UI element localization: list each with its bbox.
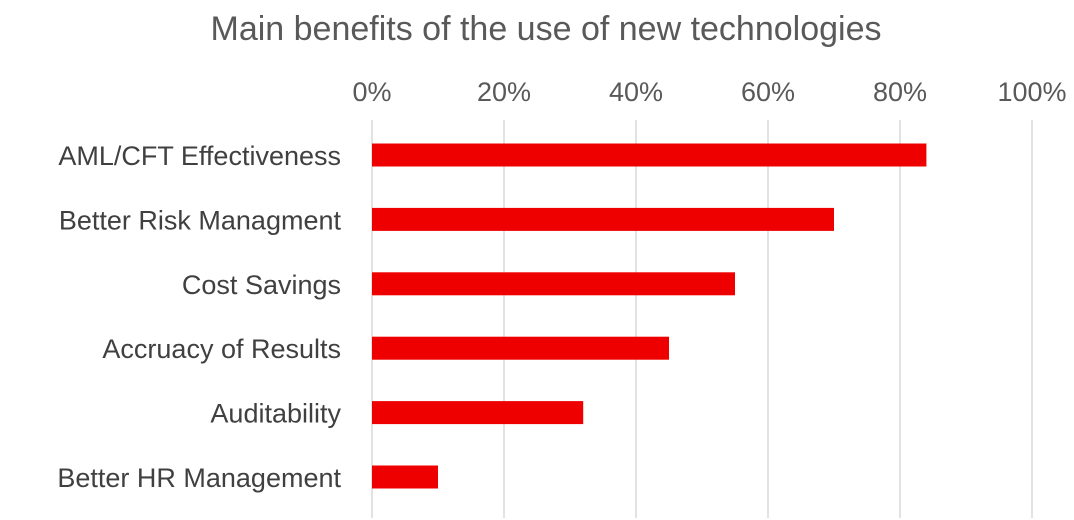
category-label: Better HR Management (57, 463, 341, 493)
bar (372, 207, 834, 231)
category-label: Cost Savings (182, 270, 341, 300)
x-axis-tick-labels: 0% 20% 40% 60% 80% 100% (352, 77, 1066, 107)
x-tick-label: 80% (873, 77, 927, 107)
category-labels: AML/CFT Effectiveness Better Risk Managme… (57, 141, 341, 493)
category-label: Accruacy of Results (102, 334, 341, 364)
bar (372, 465, 438, 489)
bar (372, 143, 927, 167)
bars (372, 143, 927, 489)
x-tick-label: 40% (609, 77, 663, 107)
x-tick-label: 20% (477, 77, 531, 107)
bar (372, 336, 669, 360)
x-tick-label: 60% (741, 77, 795, 107)
x-tick-label: 0% (352, 77, 391, 107)
gridlines (371, 120, 1033, 518)
bar (372, 401, 584, 425)
category-label: Better Risk Managment (59, 205, 342, 235)
x-tick-label: 100% (997, 77, 1066, 107)
category-label: AML/CFT Effectiveness (58, 141, 341, 171)
chart-title: Main benefits of the use of new technolo… (211, 10, 882, 48)
bar (372, 272, 735, 296)
category-label: Auditability (210, 399, 341, 429)
